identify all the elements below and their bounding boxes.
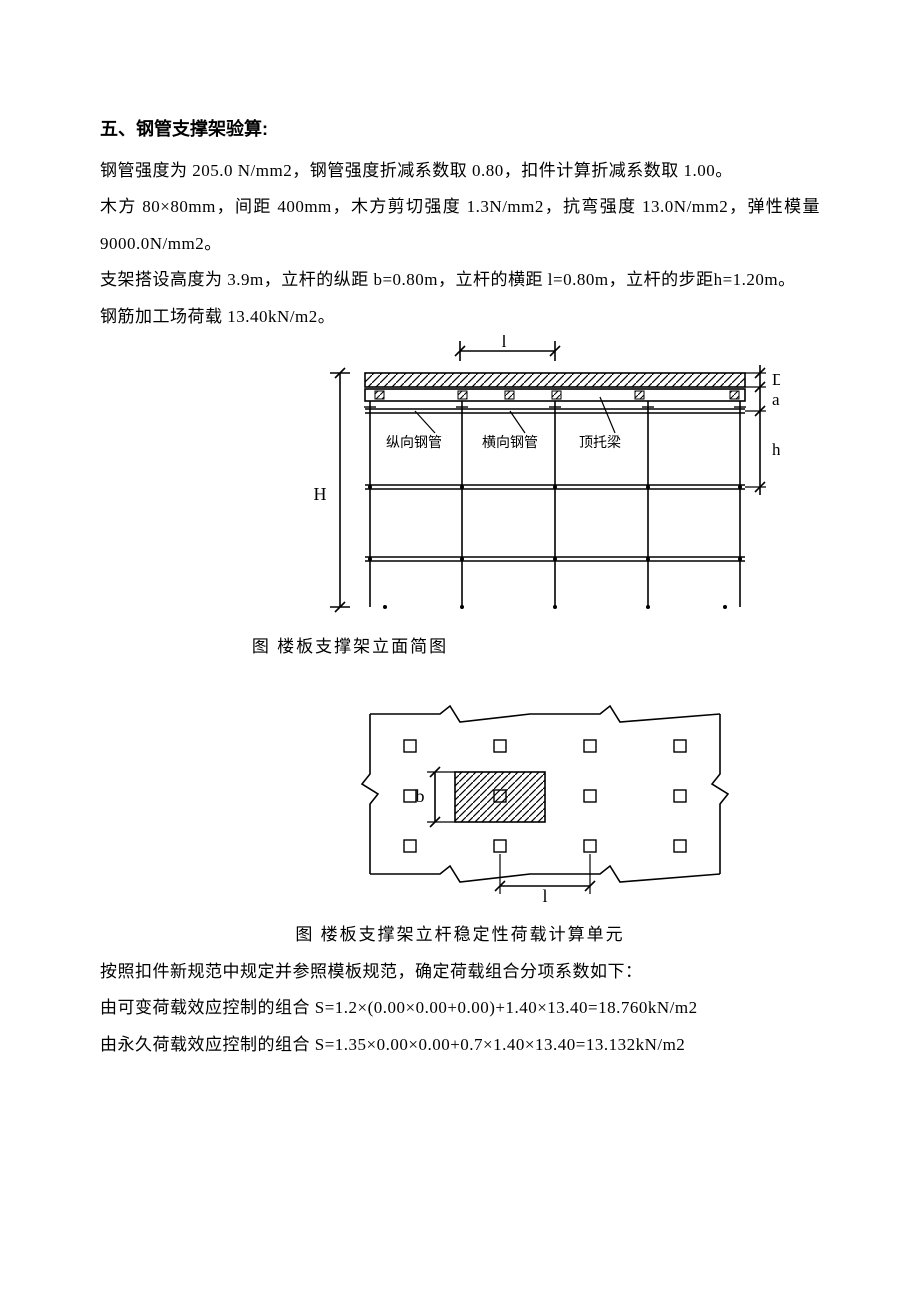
post: [674, 790, 686, 802]
label-dingtuo: 顶托梁: [579, 435, 621, 451]
label-a: a: [772, 390, 780, 409]
label-h: h: [772, 440, 780, 459]
label-hengxiang: 横向钢管: [482, 435, 538, 451]
label-zongxiang: 纵向钢管: [386, 435, 442, 451]
post: [494, 740, 506, 752]
post: [674, 840, 686, 852]
post: [494, 840, 506, 852]
figure-2-wrap: b l: [100, 684, 820, 918]
dim-H: H: [314, 368, 351, 612]
figure-2-plan: b l: [340, 684, 740, 904]
tributary-area: [455, 772, 545, 822]
paragraph-7: 由永久荷载效应控制的组合 S=1.35×0.00×0.00+0.7×1.40×1…: [100, 1027, 820, 1064]
vertical-posts: [370, 401, 740, 607]
figure-1-caption: 图 楼板支撑架立面简图: [100, 629, 820, 666]
label-l: l: [501, 335, 506, 351]
slab: [365, 373, 745, 387]
figure-1-wrap: l: [100, 335, 820, 629]
paragraph-2: 木方 80×80mm，间距 400mm，木方剪切强度 1.3N/mm2，抗弯强度…: [100, 189, 820, 262]
paragraph-1: 钢管强度为 205.0 N/mm2，钢管强度折减系数取 0.80，扣件计算折减系…: [100, 153, 820, 190]
section-heading: 五、钢管支撑架验算:: [100, 110, 820, 149]
post: [404, 790, 416, 802]
paragraph-3: 支架搭设高度为 3.9m，立杆的纵距 b=0.80m，立杆的横距 l=0.80m…: [100, 262, 820, 299]
label-b: b: [416, 786, 425, 806]
blocking-squares: [375, 391, 739, 399]
paragraph-5: 按照扣件新规范中规定并参照模板规范，确定荷载组合分项系数如下：: [100, 954, 820, 991]
figure-1-elevation: l: [260, 335, 780, 615]
dim-l-plan: l: [495, 854, 595, 904]
post: [584, 740, 596, 752]
leaders: [415, 397, 615, 433]
dim-b: b: [416, 767, 456, 827]
post: [404, 840, 416, 852]
dim-l-top: l: [455, 335, 560, 361]
post: [674, 740, 686, 752]
figure-2-caption: 图 楼板支撑架立杆稳定性荷载计算单元: [100, 917, 820, 954]
paragraph-6: 由可变荷载效应控制的组合 S=1.2×(0.00×0.00+0.00)+1.40…: [100, 990, 820, 1027]
label-D: D: [772, 370, 780, 389]
page: 五、钢管支撑架验算: 钢管强度为 205.0 N/mm2，钢管强度折减系数取 0…: [0, 0, 920, 1302]
post: [584, 790, 596, 802]
label-H: H: [314, 484, 327, 504]
post: [584, 840, 596, 852]
label-l-plan: l: [542, 886, 547, 904]
paragraph-4: 钢筋加工场荷载 13.40kN/m2。: [100, 299, 820, 336]
post: [404, 740, 416, 752]
dim-right: D a h: [745, 365, 780, 495]
